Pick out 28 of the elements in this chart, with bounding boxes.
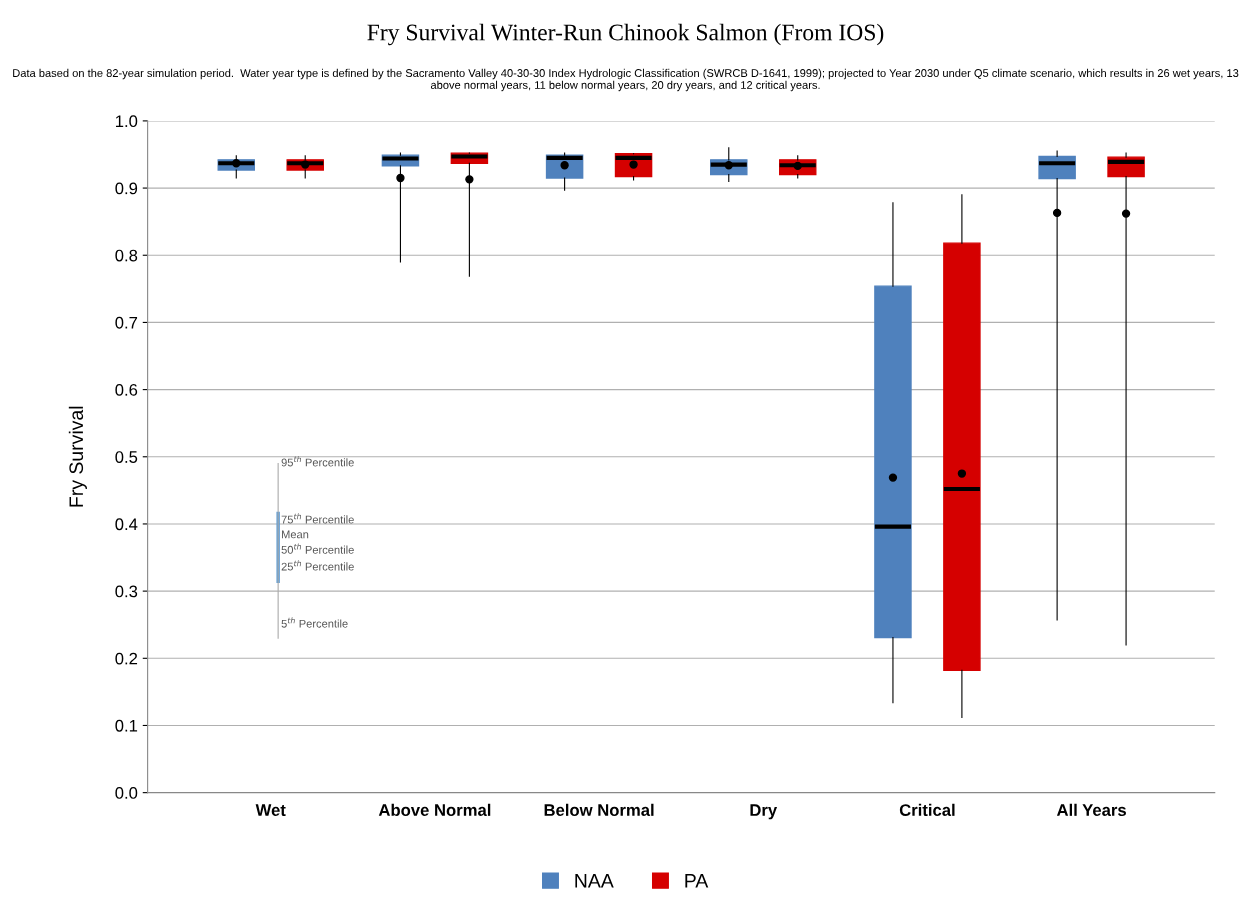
x-tick-label: Wet bbox=[255, 804, 286, 816]
annotation: 95$^{th}$ Percentile bbox=[281, 456, 354, 467]
y-tick-label: 0.9 bbox=[115, 182, 138, 195]
y-tick-label: 1.0 bbox=[116, 115, 138, 128]
y-tick-label: 0.2 bbox=[115, 652, 138, 665]
chart-title: Fry Survival Winter-Run Chinook Salmon (From IOS) bbox=[367, 23, 884, 46]
chart-subtitle: Data based on the 82-year simulation period. Water year type is defined by the Sacramento Valley 40-30-30 Index Hydrologic Classification (SWRCB D-1641, 1999); projected to Year 2030 under Q5 climate scenario, which results in 26 wet years, 13 above normal years, 11 below normal years, 20 dry years, and 12 critical years. bbox=[13, 68, 1239, 92]
annotation: 75$^{th}$ Percentile bbox=[281, 513, 354, 524]
y-tick-label: 0.5 bbox=[115, 451, 138, 463]
y-tick-label: 0.8 bbox=[115, 249, 138, 262]
y-tick-label: 0.6 bbox=[115, 384, 138, 396]
x-tick-label: Below Normal bbox=[544, 803, 654, 816]
y-tick-label: 0.7 bbox=[115, 316, 138, 329]
x-tick-label: Dry bbox=[750, 804, 778, 820]
legend-label: NAA bbox=[575, 874, 614, 888]
annotation: Mean bbox=[282, 530, 309, 539]
y-tick-label: 0.3 bbox=[115, 585, 138, 598]
legend-label: PA bbox=[685, 874, 709, 888]
x-tick-label: Above Normal bbox=[378, 803, 491, 816]
annotation: 5$^{th}$ Percentile bbox=[281, 617, 348, 628]
x-tick-label: All Years bbox=[1056, 803, 1126, 816]
y-tick-label: 0.1 bbox=[115, 719, 138, 732]
annotation: 25$^{th}$ Percentile bbox=[281, 560, 354, 571]
y-tick-label: 0.4 bbox=[115, 518, 138, 531]
y-axis-title: Fry Survival bbox=[68, 406, 87, 507]
x-tick-label: Critical bbox=[899, 803, 955, 816]
y-tick-label: 0.0 bbox=[115, 787, 138, 799]
annotation: 50$^{th}$ Percentile bbox=[281, 543, 354, 554]
